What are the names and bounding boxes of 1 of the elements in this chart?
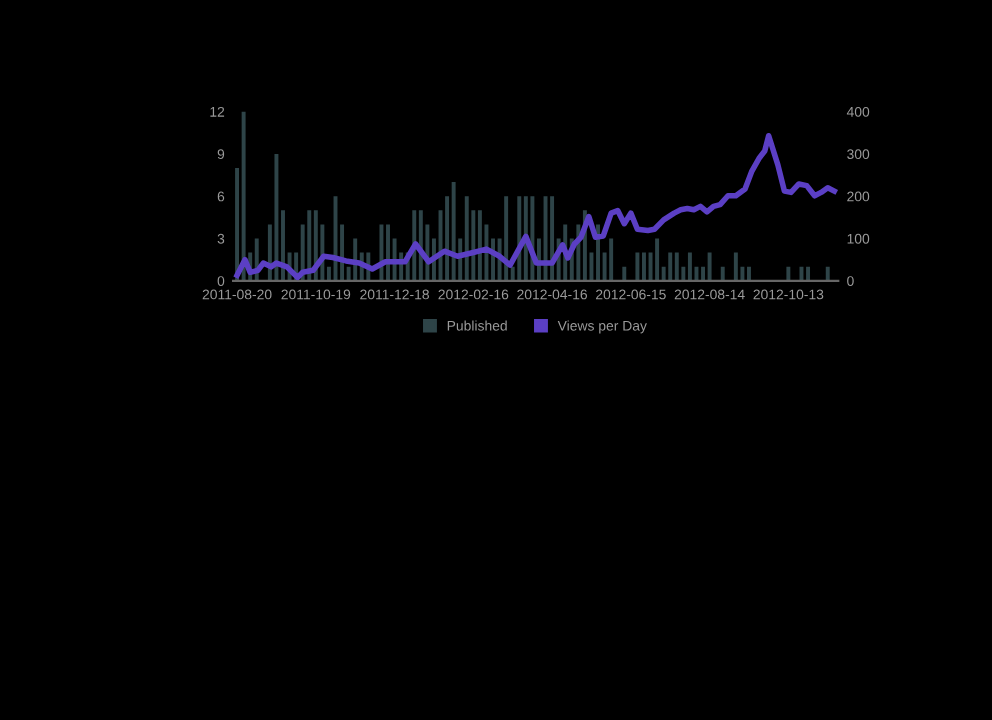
line-series (234, 132, 838, 281)
